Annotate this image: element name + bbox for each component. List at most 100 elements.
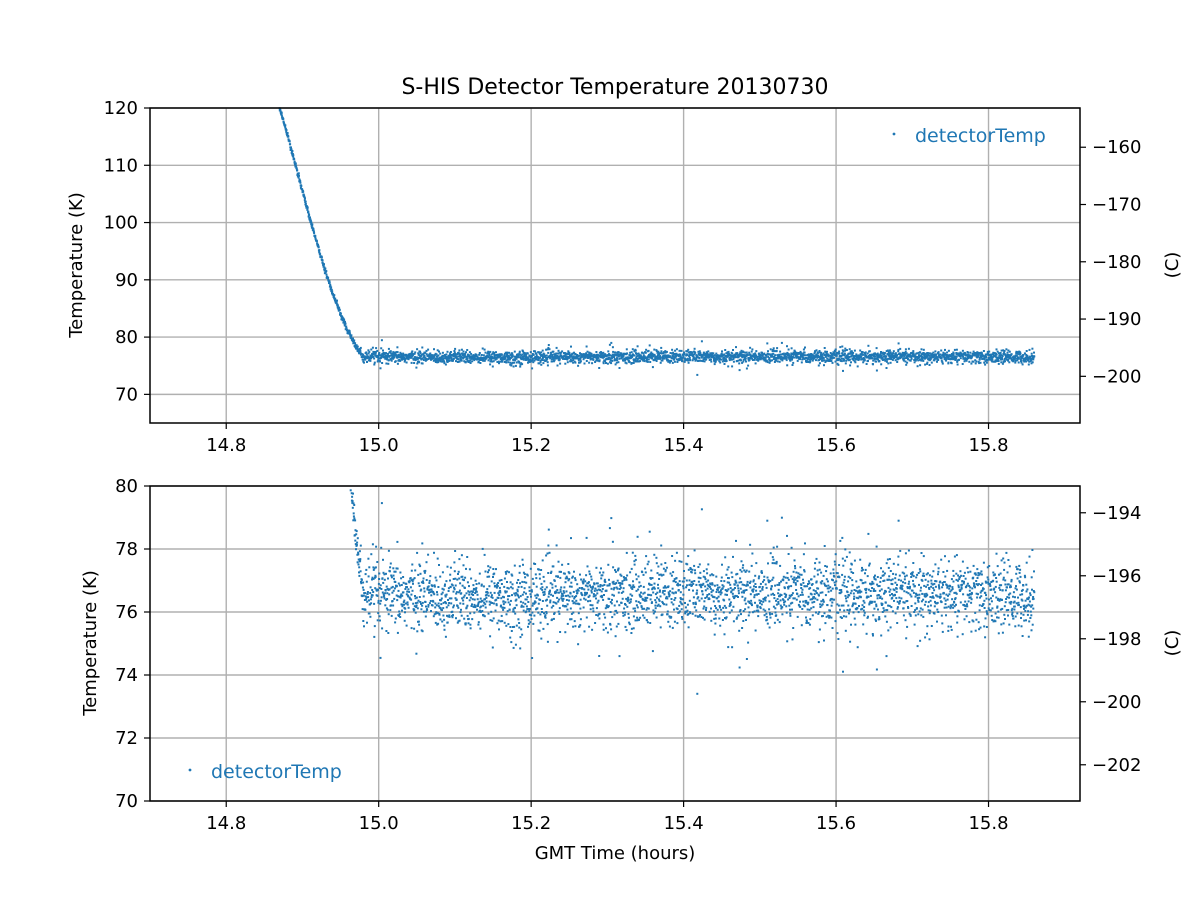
data-point — [462, 599, 465, 602]
data-point — [457, 573, 459, 575]
data-point — [573, 620, 576, 623]
data-point — [569, 592, 572, 595]
data-point — [775, 349, 778, 352]
data-point — [871, 357, 874, 360]
data-point — [590, 353, 593, 356]
data-point — [534, 594, 537, 597]
data-point — [678, 560, 681, 563]
data-point — [344, 320, 346, 323]
data-point — [675, 591, 677, 594]
data-point — [1001, 356, 1003, 359]
data-point — [576, 592, 579, 594]
data-point — [705, 353, 708, 356]
data-point — [373, 635, 376, 638]
data-point — [632, 627, 635, 630]
data-point — [519, 595, 522, 598]
data-point — [947, 361, 950, 364]
data-point — [595, 614, 598, 616]
data-point — [380, 354, 383, 357]
data-point — [544, 599, 547, 602]
data-point — [547, 346, 550, 349]
data-point — [450, 356, 453, 359]
data-point — [813, 357, 816, 360]
data-point — [371, 346, 374, 349]
data-point — [613, 356, 615, 358]
data-point — [567, 594, 570, 597]
data-point — [557, 610, 560, 613]
data-point — [372, 568, 375, 571]
data-point — [922, 348, 925, 351]
data-point — [809, 354, 812, 357]
data-point — [621, 580, 624, 583]
data-point — [778, 353, 781, 356]
data-point — [434, 602, 437, 605]
data-point — [573, 351, 575, 354]
data-point — [430, 610, 432, 612]
data-point — [742, 360, 745, 363]
data-point — [794, 351, 797, 353]
data-point — [539, 613, 542, 616]
data-point — [506, 570, 509, 573]
data-point — [879, 356, 882, 359]
data-point — [707, 563, 710, 566]
data-point — [589, 584, 591, 587]
data-point — [521, 633, 524, 636]
data-point — [547, 572, 550, 574]
data-point — [397, 582, 400, 585]
data-point — [728, 353, 731, 356]
data-point — [304, 202, 307, 205]
data-point — [355, 533, 358, 536]
data-point — [683, 577, 686, 580]
data-point — [786, 345, 788, 348]
data-point — [310, 221, 313, 224]
data-point — [854, 361, 857, 364]
data-point — [345, 325, 348, 328]
data-point — [443, 584, 446, 587]
data-point — [669, 352, 672, 354]
data-point — [596, 355, 599, 358]
data-point — [569, 618, 572, 621]
data-point — [845, 349, 848, 351]
data-point — [457, 591, 460, 594]
data-point — [608, 578, 610, 581]
data-point — [420, 588, 423, 591]
data-point — [344, 322, 347, 325]
data-point — [565, 594, 567, 597]
data-point — [619, 586, 622, 589]
data-point — [988, 357, 991, 360]
data-point — [544, 615, 546, 618]
data-point — [519, 582, 521, 585]
data-point — [745, 367, 748, 370]
data-point — [446, 360, 449, 363]
data-point — [394, 621, 397, 624]
data-point — [600, 577, 603, 580]
data-point — [1024, 352, 1027, 355]
data-point — [740, 351, 743, 354]
data-point — [592, 610, 595, 613]
data-point — [560, 595, 563, 598]
data-point — [678, 580, 681, 583]
data-point — [820, 351, 823, 354]
data-point — [290, 148, 293, 151]
data-point — [484, 358, 487, 361]
data-point — [665, 595, 668, 598]
data-point — [359, 570, 362, 573]
data-point — [493, 352, 496, 354]
data-point — [907, 358, 910, 361]
data-point — [463, 594, 466, 597]
data-point — [669, 355, 672, 358]
data-point — [513, 350, 516, 353]
data-point — [351, 500, 354, 503]
data-point — [503, 606, 506, 609]
data-point — [339, 312, 342, 315]
data-point — [413, 352, 416, 355]
data-point — [396, 631, 399, 634]
data-point — [891, 358, 894, 361]
data-point — [566, 357, 569, 360]
data-point — [751, 348, 754, 351]
data-point — [693, 606, 696, 609]
data-point — [411, 563, 414, 566]
data-point — [495, 357, 498, 360]
data-point — [853, 355, 856, 357]
